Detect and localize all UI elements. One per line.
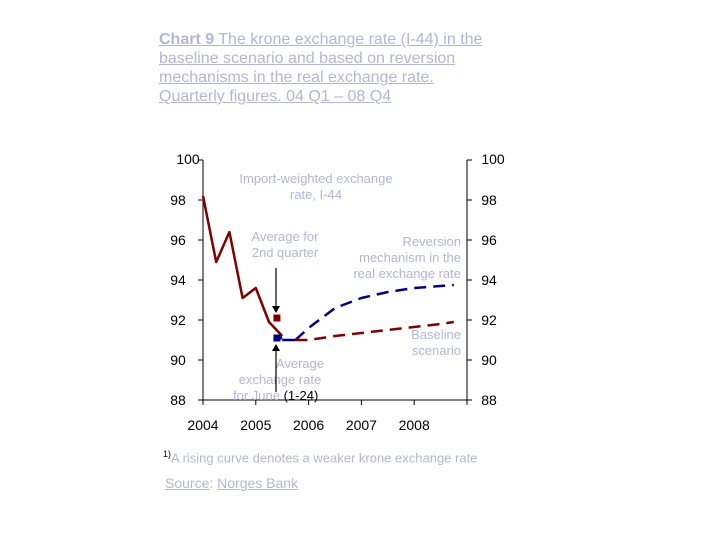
annotation-import-weighted: rate, I-44 (290, 187, 342, 202)
y-tick-label-left: 92 (170, 312, 186, 328)
annotation-reversion-mechanism: mechanism in the (359, 250, 461, 265)
x-tick-label: 2006 (293, 417, 324, 433)
chart-title-number: Chart 9 (159, 31, 215, 48)
source-separator: : (209, 475, 218, 491)
chart-axes: 88 88 90 90 92 92 94 94 96 96 98 98 100 100 2004 2005 20… (170, 151, 505, 433)
arrow-head-2nd-quarter (272, 306, 280, 313)
annotation-average-june: exchange rate (239, 372, 321, 387)
annotation-average-june: for June (1-24) (233, 388, 318, 403)
annotation-baseline-scenario: Baseline (411, 327, 461, 342)
annotation-reversion-mechanism: Reversion (402, 234, 461, 249)
y-tick-label-right: 96 (481, 232, 497, 248)
series-line-reversion (294, 283, 454, 341)
y-tick-label-right: 92 (481, 312, 497, 328)
series-line-baseline (295, 320, 454, 342)
y-tick-label-right: 100 (481, 151, 505, 167)
annotation-average-2nd-quarter: 2nd quarter (252, 245, 319, 260)
annotation-baseline-scenario: scenario (412, 343, 461, 358)
y-tick-label-left: 94 (170, 272, 186, 288)
source-value: Norges Bank (217, 475, 299, 491)
footnote-text: A rising curve denotes a weaker krone ex… (171, 450, 478, 466)
x-tick-label: 2008 (399, 417, 430, 433)
footnote: 1)A rising curve denotes a weaker krone … (163, 449, 477, 465)
y-tick-label-left: 96 (170, 232, 186, 248)
marker-average-2nd-quarter (273, 314, 281, 322)
y-tick-label-left: 90 (170, 352, 186, 368)
y-tick-label-left: 88 (170, 392, 186, 408)
annotation-average-june-suffix: (1-24) (280, 388, 318, 403)
chart-lines (201, 195, 454, 342)
y-tick-label-right: 94 (481, 272, 497, 288)
x-tick-label: 2007 (346, 417, 377, 433)
y-tick-label-left: 98 (170, 192, 186, 208)
x-tick-label: 2004 (187, 417, 218, 433)
series-line-historical (201, 195, 284, 337)
footnote-marker: 1) (163, 449, 172, 459)
arrow-head-june (272, 344, 280, 351)
source-label: Source (165, 475, 210, 491)
source-line: Source: Norges Bank (165, 475, 298, 491)
chart-title-text: The krone exchange rate (I-44) in the ba… (159, 31, 483, 86)
annotation-average-june: Average (276, 356, 324, 371)
annotation-import-weighted: Import-weighted exchange (239, 171, 392, 186)
chart-title: Chart 9 The krone exchange rate (I-44) i… (159, 30, 519, 106)
chart-subtitle: Quarterly figures. 04 Q1 – 08 Q4 (159, 88, 392, 105)
y-tick-label-right: 90 (481, 352, 497, 368)
y-tick-label-right: 98 (481, 192, 497, 208)
chart-markers (273, 314, 283, 342)
y-tick-label-left: 100 (176, 151, 200, 167)
annotation-average-2nd-quarter: Average for (252, 229, 320, 244)
annotation-reversion-mechanism: real exchange rate (353, 266, 461, 281)
x-tick-label: 2005 (240, 417, 271, 433)
y-tick-label-right: 88 (481, 392, 497, 408)
